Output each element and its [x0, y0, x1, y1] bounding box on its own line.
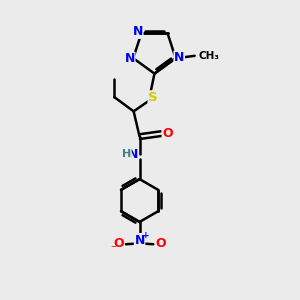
Text: N: N [134, 234, 145, 247]
Text: N: N [128, 148, 138, 161]
Text: O: O [156, 237, 166, 250]
Text: N: N [174, 51, 184, 64]
Text: +: + [142, 231, 150, 240]
Text: S: S [148, 91, 158, 104]
Text: N: N [124, 52, 135, 65]
Text: ⁻: ⁻ [110, 244, 116, 254]
Text: CH₃: CH₃ [199, 51, 220, 61]
Text: H: H [122, 149, 131, 159]
Text: O: O [162, 127, 173, 140]
Text: N: N [133, 25, 143, 38]
Text: O: O [113, 237, 124, 250]
